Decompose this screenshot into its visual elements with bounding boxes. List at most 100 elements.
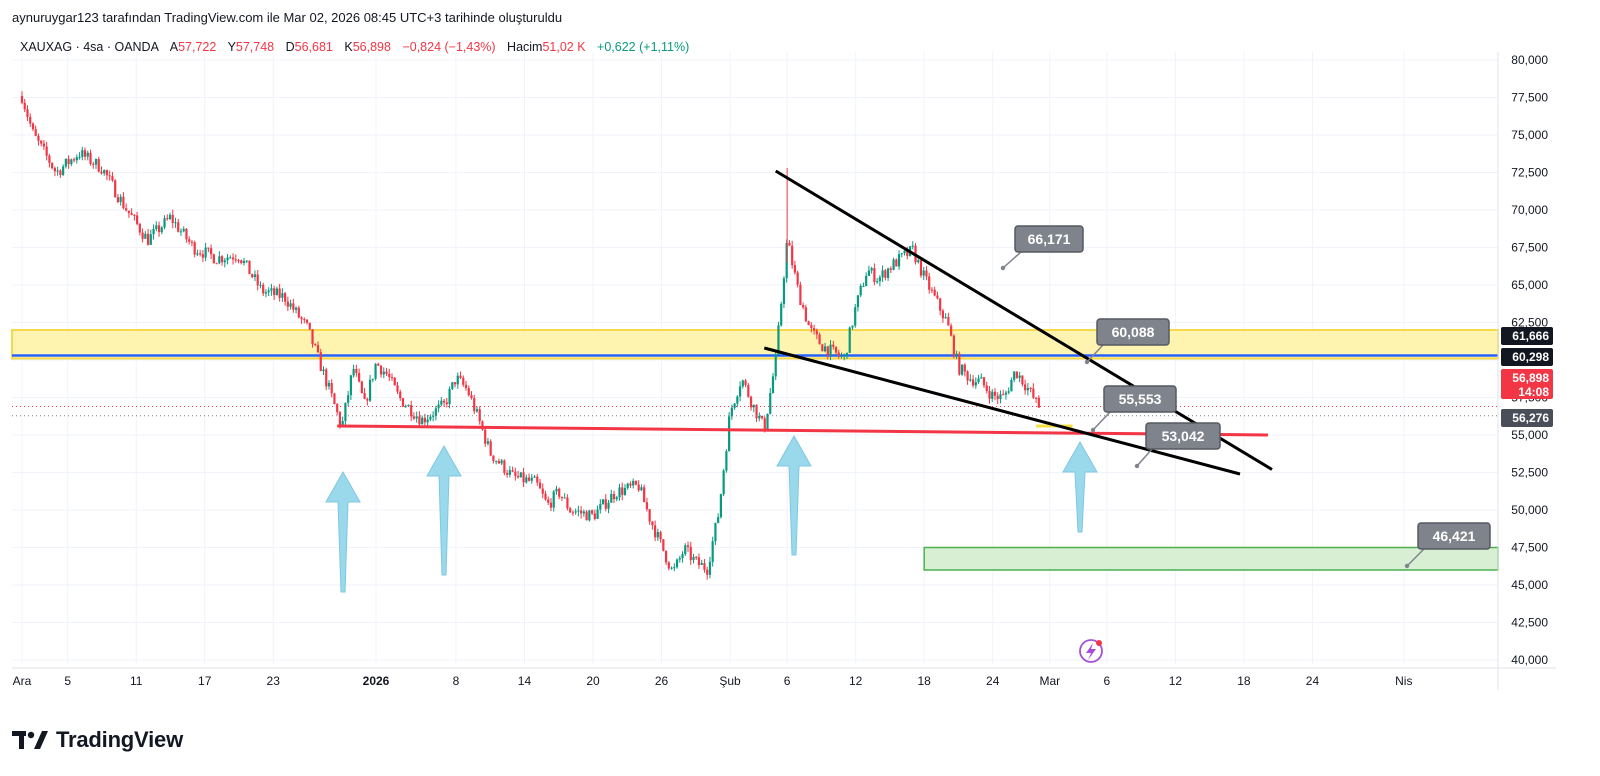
candle-body <box>196 253 199 255</box>
candle-body <box>316 345 320 353</box>
candle-body <box>725 451 728 471</box>
callout-pointer <box>1002 251 1022 269</box>
candle-body <box>360 381 363 394</box>
candle-body <box>473 398 476 412</box>
candle-body <box>664 550 668 563</box>
candle-body <box>267 290 270 293</box>
symbol-legend: XAUXAG · 4sa · OANDA A57,722 Y57,748 D56… <box>20 40 689 54</box>
candle-body <box>538 482 542 489</box>
candle-body <box>897 254 901 267</box>
candle-body <box>697 557 701 565</box>
candle-body <box>500 460 503 464</box>
candle-body <box>522 472 525 483</box>
candle-body <box>982 377 986 386</box>
candle-body <box>947 317 950 326</box>
x-axis-tick: 17 <box>198 674 212 688</box>
candle-body <box>703 563 706 570</box>
tradingview-logo-icon <box>12 731 48 749</box>
x-axis-tick: 12 <box>1169 674 1183 688</box>
candle-body <box>179 231 183 233</box>
candle-body <box>788 242 791 246</box>
candle-body <box>985 385 988 391</box>
candle-body <box>322 369 325 372</box>
x-axis-tick: Nis <box>1395 674 1412 688</box>
callout-label: 66,171 <box>1028 231 1071 247</box>
candle-body <box>374 363 377 379</box>
candle-body <box>358 373 361 382</box>
candle-body <box>812 328 816 331</box>
candle-body <box>769 392 772 414</box>
price-badge <box>1501 409 1553 427</box>
candle-body <box>141 232 144 239</box>
callout-anchor <box>1134 463 1140 469</box>
candle-body <box>393 377 396 386</box>
candle-body <box>900 253 903 255</box>
candle-body <box>379 365 383 375</box>
candle-body <box>119 196 122 203</box>
candle-body <box>1026 387 1029 391</box>
candle-body <box>215 263 218 265</box>
candle-body <box>111 176 114 181</box>
candle-body <box>188 239 191 242</box>
candle-body <box>906 250 909 256</box>
symbol-info[interactable]: XAUXAG · 4sa · OANDA <box>20 40 159 54</box>
candle-body <box>925 270 928 277</box>
candle-body <box>426 419 429 423</box>
price-badge-label: 56,276 <box>1512 411 1549 425</box>
candle-body <box>138 223 141 233</box>
candle-body <box>640 487 643 491</box>
candle-body <box>149 234 152 245</box>
candle-body <box>667 562 670 569</box>
candle-body <box>23 102 26 110</box>
change-value: −0,824 (−1,43%) <box>402 40 496 54</box>
candle-body <box>270 288 273 291</box>
candle-body <box>349 375 352 396</box>
candle-body <box>423 417 426 423</box>
arrow-up-icon <box>426 444 462 576</box>
candle-body <box>462 377 465 385</box>
candle-body <box>911 245 914 247</box>
candle-body <box>516 475 520 478</box>
wedge-upper-trendline <box>774 169 1273 471</box>
alert-dot <box>1096 640 1102 646</box>
candle-body <box>105 170 109 176</box>
candle-body <box>78 156 81 158</box>
candle-body <box>821 344 824 352</box>
y-axis-tick: 65,000 <box>1511 278 1548 292</box>
candle-body <box>922 270 925 276</box>
y-axis-tick: 42,500 <box>1511 616 1548 630</box>
candle-body <box>886 268 890 278</box>
tradingview-logo[interactable]: TradingView <box>12 727 183 753</box>
candle-body <box>692 556 695 561</box>
candle-body <box>673 567 676 569</box>
candle-body <box>75 157 78 161</box>
candle-body <box>284 293 287 302</box>
candle-body <box>122 196 125 209</box>
target-zone <box>923 546 1499 571</box>
candle-body <box>136 215 139 224</box>
candle-body <box>563 497 566 499</box>
candle-body <box>810 325 813 329</box>
candle-body <box>728 416 731 452</box>
candle-body <box>1015 371 1019 378</box>
candle-body <box>774 354 777 377</box>
candle-body <box>144 233 147 239</box>
callout-anchor <box>1084 359 1090 365</box>
x-axis-tick: 20 <box>586 674 600 688</box>
candle-body <box>401 398 405 407</box>
candle-body <box>157 225 161 233</box>
candle-body <box>599 503 602 510</box>
candle-body <box>1037 397 1040 408</box>
volume-value: 51,02 K <box>542 40 586 54</box>
flash-glyph <box>1086 643 1096 660</box>
candle-body <box>1013 371 1016 380</box>
candle-body <box>662 539 665 551</box>
candle-body <box>440 400 443 405</box>
candle-body <box>700 563 703 565</box>
candle-body <box>273 288 276 296</box>
candle-body <box>525 477 528 483</box>
candle-body <box>818 334 821 345</box>
candle-body <box>223 260 226 263</box>
candle-body <box>840 355 843 357</box>
